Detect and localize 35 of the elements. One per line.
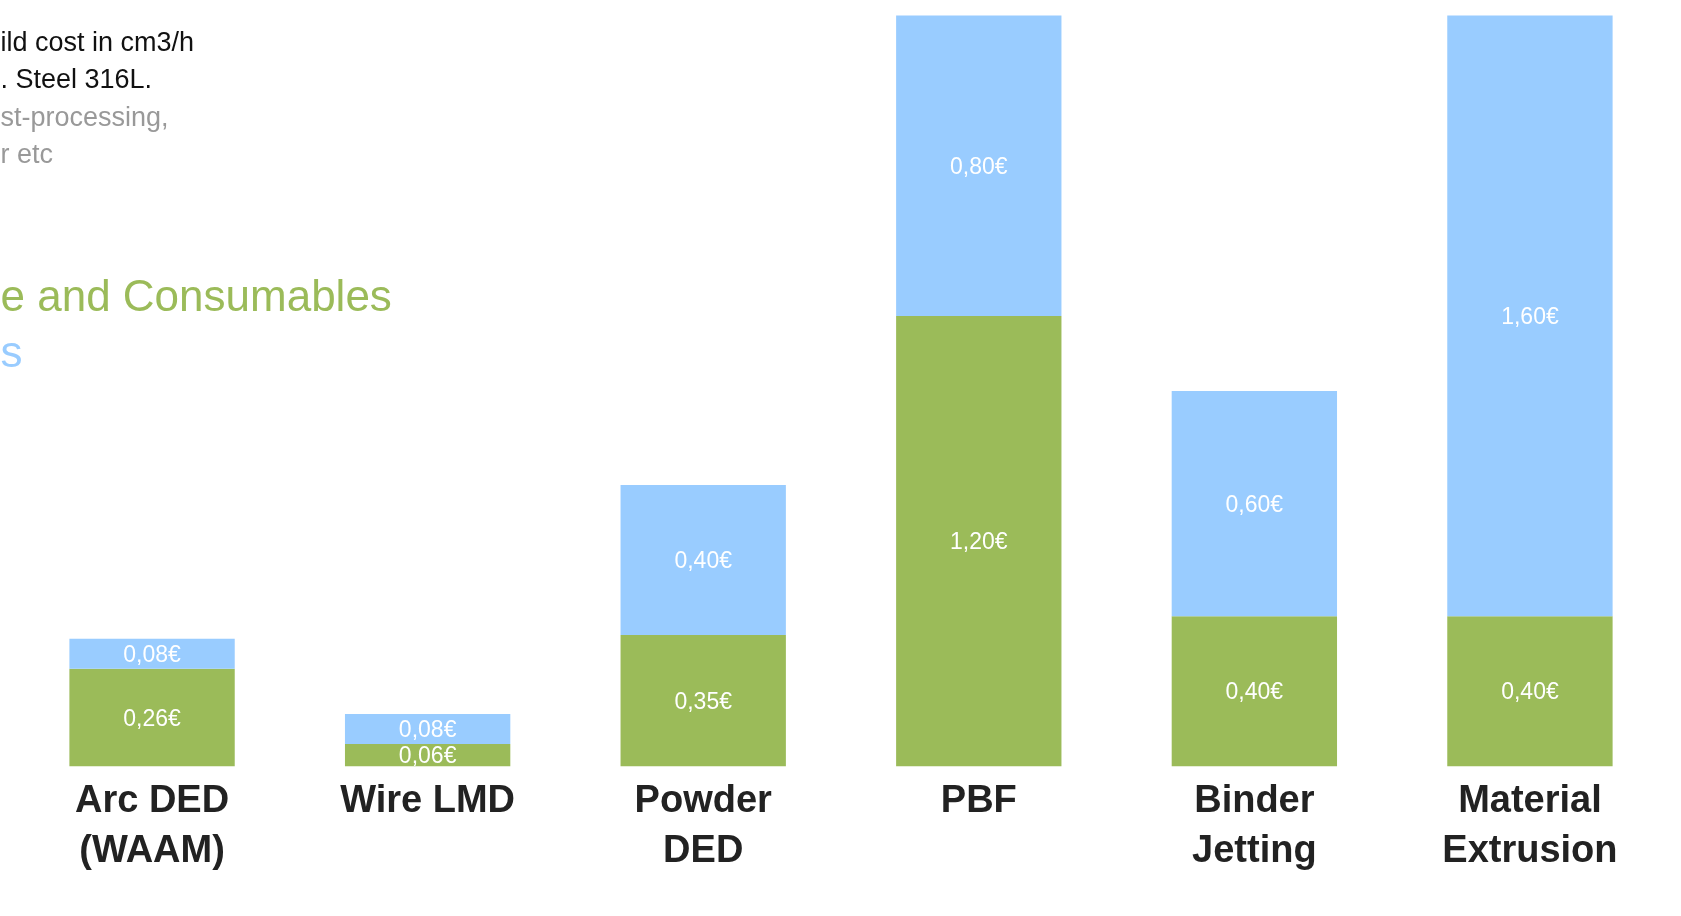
bar [344,713,511,744]
data-label: 0,40€ [1501,678,1559,705]
annotation: r etc [0,139,54,170]
data-label: 0,08€ [123,640,182,667]
annotation: . Steel 316L. [0,64,153,95]
x-tick-label: Material Extrusion [1442,777,1618,870]
bar [1447,616,1613,767]
x-tick-label: Powder DED [634,777,773,870]
bar [1171,616,1338,767]
annotation: ild cost in cm3/h [0,26,195,57]
x-tick-label: Wire LMD [340,777,516,820]
data-label: 1,20€ [950,528,1008,555]
bar [1171,391,1338,617]
x-tick-label: Binder Jetting [1192,777,1317,870]
data-label: 0,35€ [674,687,733,714]
bar [69,668,235,767]
bar [896,15,1062,316]
bar [69,638,235,669]
data-label: 0,80€ [950,152,1008,179]
data-label: 0,08€ [398,715,457,742]
bar [620,635,786,767]
data-label: 0,06€ [398,742,457,769]
data-label: 1,60€ [1501,302,1559,329]
data-label: 0,40€ [674,546,733,573]
bar [1447,15,1613,617]
bar [896,315,1062,767]
bar [620,484,786,636]
annotation: st-processing, [0,101,169,132]
x-tick-label: PBF [940,777,1017,820]
text: s [0,327,23,377]
x-tick-label: Arc DED (WAAM) [74,777,230,870]
text: e and Consumables [0,270,392,320]
data-label: 0,40€ [1225,678,1284,705]
data-label: 0,60€ [1225,490,1284,517]
data-label: 0,26€ [123,704,182,731]
